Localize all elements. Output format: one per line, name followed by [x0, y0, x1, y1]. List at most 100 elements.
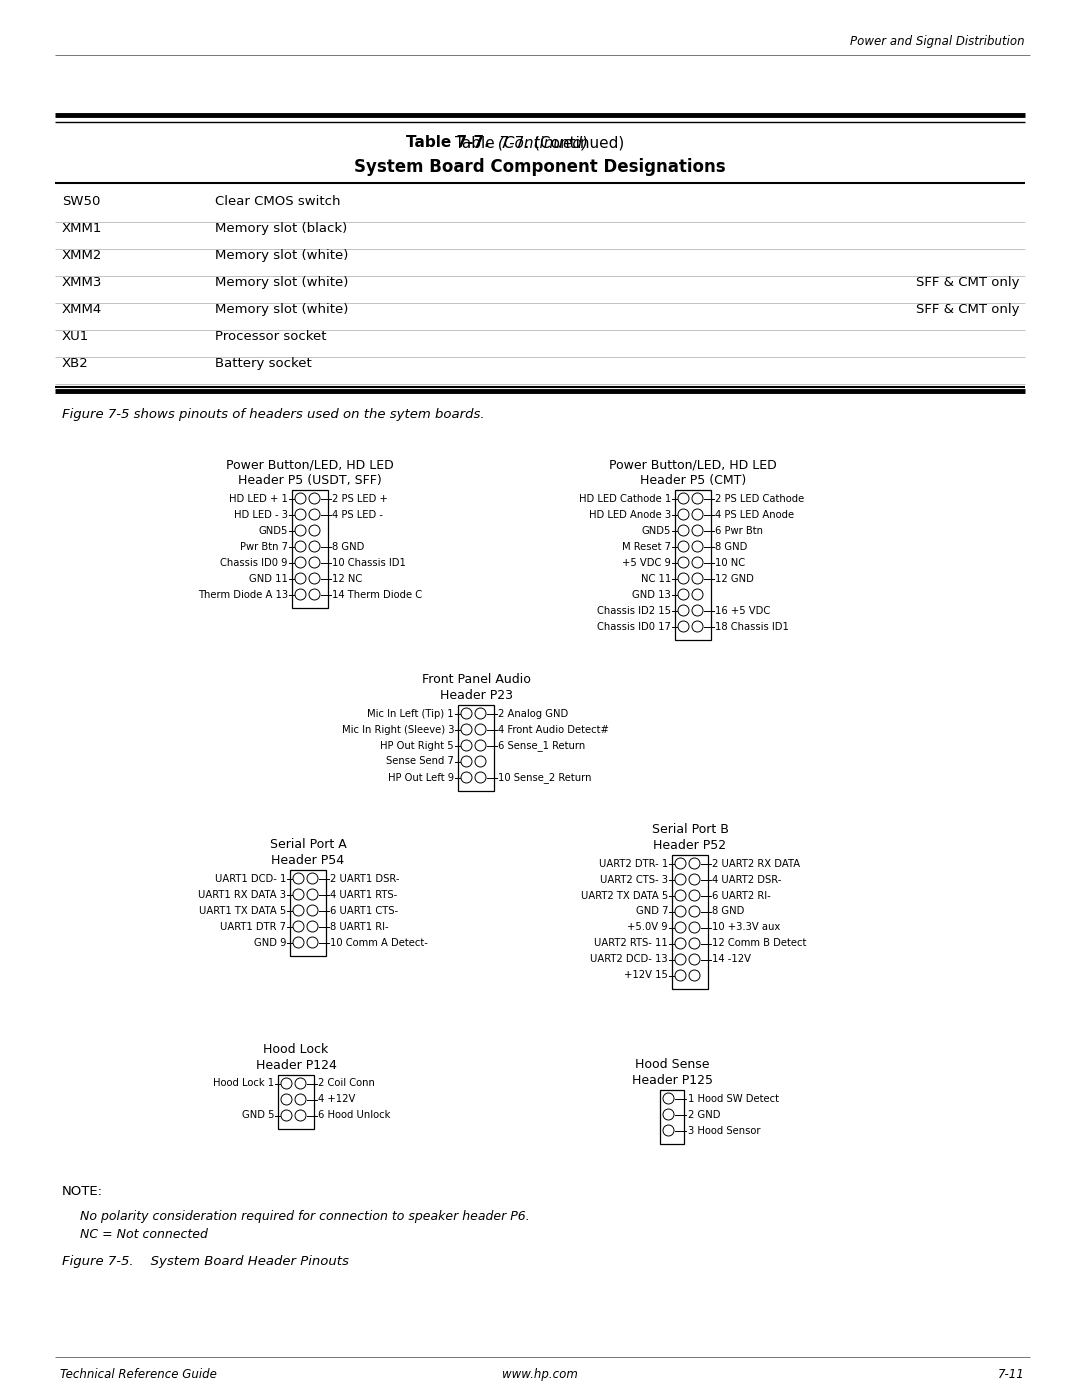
Text: 14 -12V: 14 -12V [712, 954, 751, 964]
Circle shape [309, 541, 320, 552]
Circle shape [295, 493, 306, 504]
Text: +5 VDC 9: +5 VDC 9 [622, 557, 671, 567]
Text: HD LED Anode 3: HD LED Anode 3 [589, 510, 671, 520]
Bar [672, 855, 708, 989]
Circle shape [461, 740, 472, 752]
Text: Hood Lock 1: Hood Lock 1 [213, 1078, 274, 1088]
Text: Memory slot (white): Memory slot (white) [215, 249, 349, 263]
Circle shape [689, 858, 700, 869]
Text: SW50: SW50 [62, 196, 100, 208]
Text: Power Button/LED, HD LED: Power Button/LED, HD LED [226, 458, 394, 471]
Circle shape [678, 622, 689, 631]
Bar [660, 1090, 684, 1144]
Circle shape [678, 590, 689, 599]
Circle shape [307, 921, 318, 932]
Text: NC = Not connected: NC = Not connected [80, 1228, 207, 1241]
Circle shape [675, 875, 686, 886]
Text: GND 9: GND 9 [254, 937, 286, 947]
Circle shape [678, 525, 689, 536]
Circle shape [678, 557, 689, 569]
Text: Clear CMOS switch: Clear CMOS switch [215, 196, 340, 208]
Circle shape [475, 756, 486, 767]
Circle shape [307, 873, 318, 884]
Text: 4 Front Audio Detect#: 4 Front Audio Detect# [498, 725, 609, 735]
Circle shape [692, 525, 703, 536]
Text: System Board Component Designations: System Board Component Designations [354, 158, 726, 176]
Circle shape [461, 773, 472, 782]
Circle shape [293, 937, 303, 949]
Circle shape [663, 1092, 674, 1104]
Text: SFF & CMT only: SFF & CMT only [917, 277, 1020, 289]
Bar [458, 705, 494, 791]
Circle shape [692, 590, 703, 599]
Text: 8 GND: 8 GND [715, 542, 747, 552]
Text: M Reset 7: M Reset 7 [622, 542, 671, 552]
Circle shape [307, 937, 318, 949]
Circle shape [293, 888, 303, 900]
Text: XMM3: XMM3 [62, 277, 103, 289]
Circle shape [689, 890, 700, 901]
Text: GND 5: GND 5 [242, 1111, 274, 1120]
Text: 6 Sense_1 Return: 6 Sense_1 Return [498, 740, 585, 752]
Text: 6 UART1 CTS-: 6 UART1 CTS- [330, 905, 399, 915]
Circle shape [675, 937, 686, 949]
Text: GND 13: GND 13 [632, 590, 671, 599]
Text: Figure 7-5.    System Board Header Pinouts: Figure 7-5. System Board Header Pinouts [62, 1255, 349, 1268]
Circle shape [309, 493, 320, 504]
Circle shape [675, 907, 686, 916]
Text: 16 +5 VDC: 16 +5 VDC [715, 605, 770, 616]
Circle shape [309, 590, 320, 599]
Text: UART2 CTS- 3: UART2 CTS- 3 [600, 875, 669, 884]
Text: Header P124: Header P124 [256, 1059, 337, 1071]
Circle shape [475, 724, 486, 735]
Circle shape [675, 922, 686, 933]
Text: XMM2: XMM2 [62, 249, 103, 263]
Circle shape [689, 875, 700, 886]
Circle shape [663, 1125, 674, 1136]
Text: +5.0V 9: +5.0V 9 [627, 922, 669, 933]
Circle shape [678, 541, 689, 552]
Circle shape [295, 541, 306, 552]
Text: Battery socket: Battery socket [215, 358, 312, 370]
Text: UART2 RTS- 11: UART2 RTS- 11 [594, 939, 669, 949]
Circle shape [293, 921, 303, 932]
Text: Chassis ID2 15: Chassis ID2 15 [597, 605, 671, 616]
Bar [278, 1076, 314, 1129]
Text: Front Panel Audio: Front Panel Audio [421, 673, 530, 686]
Circle shape [295, 509, 306, 520]
Text: Header P54: Header P54 [271, 854, 345, 868]
Text: Header P52: Header P52 [653, 840, 727, 852]
Circle shape [475, 740, 486, 752]
Circle shape [678, 605, 689, 616]
Text: Power Button/LED, HD LED: Power Button/LED, HD LED [609, 458, 777, 471]
Text: Hood Sense: Hood Sense [635, 1058, 710, 1071]
Circle shape [309, 525, 320, 536]
Circle shape [689, 922, 700, 933]
Circle shape [281, 1078, 292, 1090]
Circle shape [295, 573, 306, 584]
Text: 7-11: 7-11 [998, 1368, 1025, 1382]
Text: HD LED + 1: HD LED + 1 [229, 493, 288, 503]
Bar [675, 490, 711, 640]
Text: Header P125: Header P125 [632, 1074, 713, 1087]
Text: 6 Hood Unlock: 6 Hood Unlock [318, 1111, 390, 1120]
Text: 10 +3.3V aux: 10 +3.3V aux [712, 922, 780, 933]
Circle shape [692, 605, 703, 616]
Text: 6 UART2 RI-: 6 UART2 RI- [712, 890, 771, 901]
Text: Hood Lock: Hood Lock [264, 1044, 328, 1056]
Circle shape [689, 937, 700, 949]
Text: 4 UART1 RTS-: 4 UART1 RTS- [330, 890, 397, 900]
Text: Memory slot (white): Memory slot (white) [215, 303, 349, 316]
Bar [292, 490, 328, 608]
Text: Header P5 (USDT, SFF): Header P5 (USDT, SFF) [238, 474, 382, 488]
Circle shape [309, 509, 320, 520]
Circle shape [678, 493, 689, 504]
Circle shape [475, 708, 486, 719]
Text: +12V 15: +12V 15 [624, 971, 669, 981]
Text: 2 Analog GND: 2 Analog GND [498, 708, 568, 718]
Circle shape [295, 525, 306, 536]
Text: 2 UART2 RX DATA: 2 UART2 RX DATA [712, 859, 800, 869]
Circle shape [281, 1111, 292, 1120]
Bar [291, 870, 326, 956]
Text: GND5: GND5 [258, 525, 288, 535]
